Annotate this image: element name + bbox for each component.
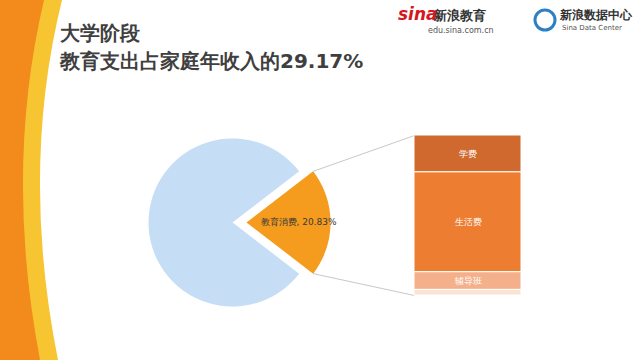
html-text:大学阶段: 大学阶段 <box>60 21 140 45</box>
html-text:教育支出占家庭年收入的29.17%: 教育支出占家庭年收入的29.17% <box>60 49 364 73</box>
html-text:新浪数据中心: 新浪数据中心 <box>560 8 632 22</box>
svg-text:生活费: 生活费 <box>455 217 482 227</box>
svg-text:教育消费, 20.83%: 教育消费, 20.83% <box>261 217 337 227</box>
html-text:新浪教育: 新浪教育 <box>434 8 486 23</box>
html-text:Sina Data Center: Sina Data Center <box>562 24 622 32</box>
html-text:sina: sina <box>398 4 438 24</box>
html-text:edu.sina.com.cn: edu.sina.com.cn <box>428 26 494 35</box>
svg-text:辅导班: 辅导班 <box>455 276 482 286</box>
svg-text:学费: 学费 <box>459 149 477 159</box>
